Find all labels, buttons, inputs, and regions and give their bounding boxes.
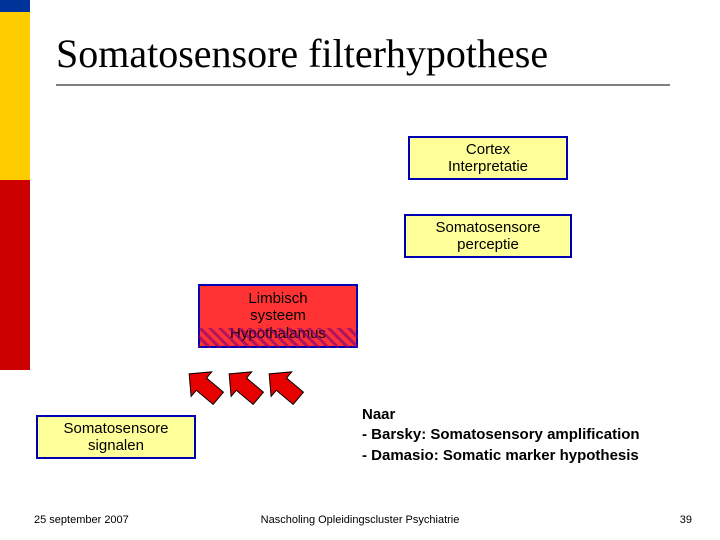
node-cortex: Cortex Interpretatie <box>408 136 568 180</box>
sidebar-blue <box>0 0 30 12</box>
title-underline <box>56 84 670 86</box>
node-limbisch: Limbisch systeem Hypothalamus <box>198 284 358 348</box>
sidebar-stripe <box>0 0 30 540</box>
node-perceptie-line1: Somatosensore <box>435 219 540 236</box>
slide-title: Somatosensore filterhypothese <box>56 30 548 77</box>
node-limbisch-line1: Limbisch <box>248 290 307 307</box>
node-limbisch-line3: Hypothalamus <box>230 325 326 342</box>
citation-line1: - Barsky: Somatosensory amplification <box>362 425 640 445</box>
node-perceptie-line2: perceptie <box>457 236 519 253</box>
node-cortex-line2: Interpretatie <box>448 158 528 175</box>
citation-line2: - Damasio: Somatic marker hypothesis <box>362 446 640 466</box>
footer-center: Nascholing Opleidingscluster Psychiatrie <box>0 514 720 526</box>
node-signalen-line2: signalen <box>88 437 144 454</box>
footer-page-number: 39 <box>680 514 692 526</box>
citation-block: Naar - Barsky: Somatosensory amplificati… <box>362 405 640 466</box>
arrow-3-icon <box>258 360 314 416</box>
sidebar-yellow <box>0 12 30 180</box>
sidebar-red <box>0 180 30 370</box>
node-limbisch-line2: systeem <box>250 307 306 324</box>
node-signalen-line1: Somatosensore <box>63 420 168 437</box>
node-signalen: Somatosensore signalen <box>36 415 196 459</box>
citation-heading: Naar <box>362 405 640 425</box>
slide: Somatosensore filterhypothese Cortex Int… <box>0 0 720 540</box>
node-cortex-line1: Cortex <box>466 141 510 158</box>
node-perceptie: Somatosensore perceptie <box>404 214 572 258</box>
